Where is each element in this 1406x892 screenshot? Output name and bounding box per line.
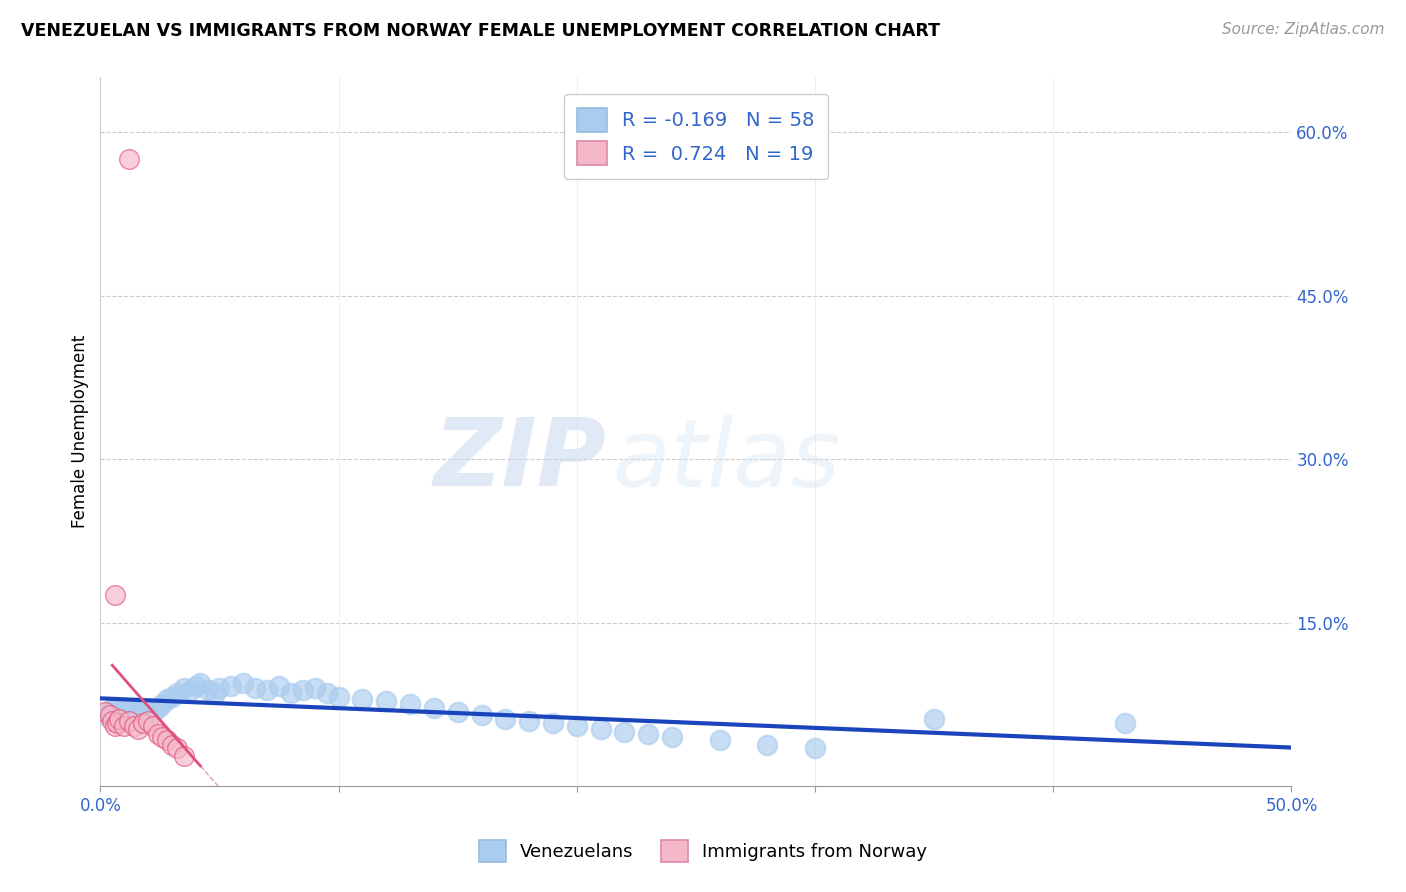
Point (315, 686, 337, 700)
Point (613, 724, 636, 739)
Point (101, 714, 124, 728)
Point (190, 675, 212, 690)
Y-axis label: Female Unemployment: Female Unemployment (72, 335, 89, 528)
Point (156, 733, 179, 747)
Point (221, 679, 243, 693)
Point (146, 727, 169, 741)
Point (108, 705, 131, 719)
Point (111, 703, 134, 717)
Point (541, 715, 564, 730)
Point (1114, 715, 1136, 730)
Point (267, 679, 290, 693)
Point (197, 683, 219, 698)
Point (122, 705, 145, 719)
Point (118, 703, 141, 717)
Point (166, 686, 188, 700)
Point (447, 705, 470, 719)
Point (112, 700, 135, 714)
Point (98, 708, 121, 723)
Point (112, 719, 135, 733)
Point (122, 719, 145, 733)
Point (108, 712, 131, 726)
Point (423, 700, 446, 714)
Point (756, 738, 779, 752)
Point (375, 694, 398, 708)
Point (184, 679, 207, 693)
Point (146, 700, 169, 714)
Point (565, 719, 588, 733)
Legend: R = -0.169   N = 58, R =  0.724   N = 19: R = -0.169 N = 58, R = 0.724 N = 19 (564, 95, 828, 178)
Point (136, 714, 159, 728)
Point (104, 588, 127, 602)
Point (104, 719, 127, 733)
Point (245, 681, 267, 695)
Point (166, 741, 188, 756)
Point (132, 705, 155, 719)
Point (160, 690, 183, 704)
Point (132, 715, 155, 730)
Point (661, 730, 683, 744)
Point (118, 714, 141, 728)
Point (118, 152, 141, 166)
Point (173, 681, 195, 695)
Point (150, 730, 173, 744)
Point (208, 681, 231, 695)
Text: ZIP: ZIP (433, 414, 606, 506)
Point (232, 675, 254, 690)
Point (127, 700, 149, 714)
Point (142, 719, 165, 733)
Point (470, 708, 492, 723)
Point (136, 708, 159, 723)
Point (104, 700, 127, 714)
Point (517, 714, 540, 728)
Point (204, 686, 226, 700)
Point (105, 715, 128, 730)
Point (105, 708, 128, 723)
Point (94, 705, 117, 719)
Point (352, 692, 374, 706)
Point (94, 708, 117, 723)
Point (180, 683, 202, 698)
Point (160, 738, 183, 752)
Point (256, 683, 278, 698)
Point (120, 708, 142, 723)
Point (637, 727, 659, 741)
Point (291, 683, 314, 698)
Point (142, 705, 165, 719)
Legend: Venezuelans, Immigrants from Norway: Venezuelans, Immigrants from Norway (471, 833, 935, 870)
Point (125, 703, 148, 717)
Point (589, 723, 612, 737)
Point (494, 712, 516, 726)
Point (101, 705, 124, 719)
Point (328, 690, 350, 704)
Point (304, 681, 326, 695)
Text: VENEZUELAN VS IMMIGRANTS FROM NORWAY FEMALE UNEMPLOYMENT CORRELATION CHART: VENEZUELAN VS IMMIGRANTS FROM NORWAY FEM… (21, 22, 941, 40)
Point (399, 698, 422, 712)
Point (280, 686, 302, 700)
Text: Source: ZipAtlas.com: Source: ZipAtlas.com (1222, 22, 1385, 37)
Point (127, 723, 149, 737)
Point (150, 698, 173, 712)
Point (922, 712, 945, 726)
Point (804, 741, 827, 756)
Point (173, 748, 195, 763)
Text: atlas: atlas (613, 415, 841, 506)
Point (115, 705, 138, 719)
Point (98, 703, 121, 717)
Point (709, 733, 731, 747)
Point (156, 692, 179, 706)
